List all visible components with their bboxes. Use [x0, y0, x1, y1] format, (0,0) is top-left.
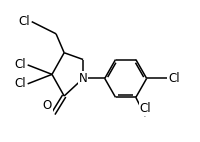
Text: Cl: Cl — [168, 72, 180, 85]
Text: Cl: Cl — [15, 58, 26, 71]
Text: Cl: Cl — [15, 77, 26, 90]
Text: O: O — [43, 99, 52, 112]
Text: Cl: Cl — [19, 15, 30, 28]
Text: Cl: Cl — [139, 102, 151, 115]
Text: N: N — [79, 72, 87, 85]
